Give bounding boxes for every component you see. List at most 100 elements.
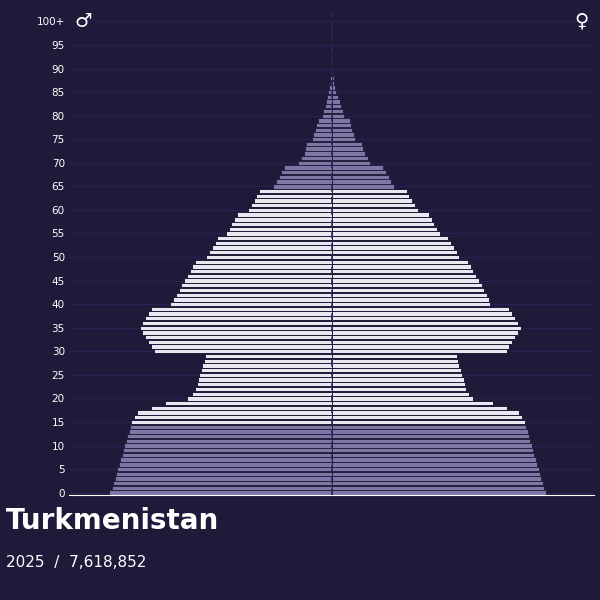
Bar (325, 104, 331, 109)
Bar (151, 307, 331, 311)
Bar (206, 255, 331, 259)
Bar (190, 269, 331, 274)
Bar (229, 227, 331, 231)
Text: Turkmenistan: Turkmenistan (6, 507, 219, 535)
Bar (115, 476, 331, 481)
Bar (331, 245, 454, 250)
Bar (232, 222, 331, 226)
Bar (331, 274, 476, 278)
Bar (331, 476, 541, 481)
Bar (118, 467, 331, 471)
Bar (331, 189, 407, 193)
Bar (142, 321, 331, 325)
Bar (331, 109, 343, 113)
Bar (331, 232, 440, 236)
Bar (331, 255, 460, 259)
Bar (331, 387, 466, 391)
Bar (193, 392, 331, 396)
Bar (259, 189, 331, 193)
Bar (331, 457, 536, 462)
Bar (331, 133, 354, 137)
Bar (331, 203, 415, 208)
Bar (276, 179, 331, 184)
Bar (124, 443, 331, 448)
Bar (331, 490, 545, 495)
Bar (122, 453, 331, 457)
Bar (331, 208, 418, 212)
Bar (142, 330, 331, 335)
Bar (331, 85, 335, 89)
Bar (281, 170, 331, 175)
Bar (331, 76, 334, 80)
Bar (331, 363, 460, 368)
Bar (331, 278, 479, 283)
Bar (301, 156, 331, 160)
Bar (151, 406, 331, 410)
Bar (331, 199, 412, 203)
Bar (237, 212, 331, 217)
Bar (305, 146, 331, 151)
Bar (331, 425, 526, 429)
Bar (331, 166, 383, 170)
Bar (331, 453, 535, 457)
Bar (331, 170, 386, 175)
Bar (273, 184, 331, 188)
Bar (316, 123, 331, 127)
Bar (126, 439, 331, 443)
Bar (331, 406, 506, 410)
Bar (331, 217, 431, 221)
Bar (256, 194, 331, 198)
Bar (331, 71, 333, 76)
Bar (184, 278, 331, 283)
Bar (304, 151, 331, 155)
Bar (140, 326, 331, 330)
Bar (331, 90, 336, 94)
Bar (331, 401, 493, 405)
Bar (331, 335, 515, 340)
Bar (331, 137, 355, 142)
Bar (173, 297, 331, 302)
Bar (331, 307, 509, 311)
Bar (209, 250, 331, 254)
Text: ♂: ♂ (74, 12, 92, 31)
Bar (331, 175, 389, 179)
Bar (199, 373, 331, 377)
Bar (197, 382, 331, 386)
Bar (331, 236, 448, 241)
Bar (298, 161, 331, 165)
Bar (331, 264, 470, 269)
Bar (331, 142, 362, 146)
Bar (179, 288, 331, 292)
Bar (331, 269, 473, 274)
Bar (331, 80, 334, 85)
Bar (331, 340, 512, 344)
Bar (119, 462, 331, 467)
Bar (203, 359, 331, 363)
Bar (331, 373, 462, 377)
Bar (112, 486, 331, 490)
Bar (331, 382, 465, 386)
Bar (154, 349, 331, 353)
Bar (331, 212, 429, 217)
Bar (120, 457, 331, 462)
Bar (131, 420, 331, 424)
Bar (331, 326, 521, 330)
Bar (331, 481, 543, 485)
Bar (331, 377, 464, 382)
Bar (331, 420, 525, 424)
Bar (331, 448, 533, 452)
Bar (217, 236, 331, 241)
Bar (329, 80, 331, 85)
Bar (331, 161, 370, 165)
Bar (331, 302, 490, 307)
Bar (329, 85, 331, 89)
Bar (331, 472, 540, 476)
Bar (331, 118, 350, 122)
Bar (331, 316, 515, 320)
Bar (331, 462, 537, 467)
Bar (134, 415, 331, 419)
Bar (331, 293, 487, 297)
Bar (248, 208, 331, 212)
Bar (284, 166, 331, 170)
Bar (331, 396, 473, 401)
